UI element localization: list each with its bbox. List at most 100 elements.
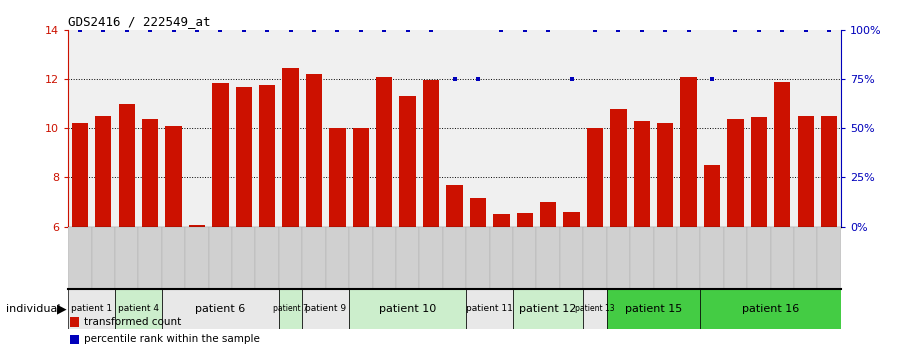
Bar [303, 289, 349, 329]
Point [284, 27, 298, 33]
Bar [399, 96, 416, 227]
Point [73, 27, 87, 33]
Bar [513, 227, 536, 289]
Bar [68, 227, 92, 289]
Bar [115, 227, 138, 289]
Bar [259, 85, 275, 227]
Bar [540, 202, 556, 227]
Bar [138, 227, 162, 289]
Bar [95, 116, 112, 227]
Point [634, 27, 649, 33]
Bar [185, 227, 209, 289]
Point [377, 27, 392, 33]
Bar [657, 124, 674, 227]
Bar [70, 335, 79, 344]
Bar [490, 227, 513, 289]
Bar [349, 227, 373, 289]
Text: patient 4: patient 4 [118, 304, 159, 313]
Point [588, 27, 603, 33]
Bar [536, 227, 560, 289]
Point [494, 27, 509, 33]
Bar [162, 227, 185, 289]
Text: patient 13: patient 13 [575, 304, 614, 313]
Point [517, 27, 532, 33]
Bar [305, 74, 322, 227]
Point [236, 27, 251, 33]
Bar [92, 227, 115, 289]
Text: patient 10: patient 10 [379, 304, 436, 314]
Bar [376, 77, 393, 227]
Text: patient 16: patient 16 [742, 304, 799, 314]
Bar [142, 119, 158, 227]
Point [752, 27, 766, 33]
Point [400, 27, 415, 33]
Text: patient 11: patient 11 [466, 304, 513, 313]
Point [728, 27, 743, 33]
Bar [396, 227, 419, 289]
Bar [419, 227, 443, 289]
Point [447, 76, 462, 82]
Bar [443, 227, 466, 289]
Bar [797, 116, 814, 227]
Point [541, 27, 555, 33]
Bar [325, 227, 349, 289]
Point [822, 27, 836, 33]
Bar [470, 198, 486, 227]
Point [96, 27, 111, 33]
Point [424, 27, 438, 33]
Point [798, 27, 813, 33]
Bar [560, 227, 584, 289]
Bar [610, 109, 626, 227]
Point [682, 27, 696, 33]
Bar [654, 227, 677, 289]
Bar [771, 227, 794, 289]
Bar [630, 227, 654, 289]
Text: patient 6: patient 6 [195, 304, 245, 314]
Point [564, 76, 579, 82]
Bar [747, 227, 771, 289]
Bar [466, 227, 490, 289]
Text: GDS2416 / 222549_at: GDS2416 / 222549_at [68, 15, 211, 28]
Text: patient 12: patient 12 [519, 304, 577, 314]
Point [611, 27, 625, 33]
Bar [446, 185, 463, 227]
Text: patient 1: patient 1 [71, 304, 112, 313]
Bar [212, 83, 228, 227]
Text: transformed count: transformed count [84, 317, 181, 327]
Bar [587, 128, 604, 227]
Bar [189, 225, 205, 227]
Bar [774, 82, 791, 227]
Bar [700, 227, 724, 289]
Bar [724, 227, 747, 289]
Bar [235, 87, 252, 227]
Bar [584, 289, 606, 329]
Bar [162, 289, 279, 329]
Text: ▶: ▶ [57, 302, 67, 315]
Bar [118, 104, 135, 227]
Point [306, 27, 321, 33]
Bar [817, 227, 841, 289]
Bar [72, 124, 88, 227]
Bar [727, 119, 744, 227]
Point [775, 27, 790, 33]
Point [260, 27, 275, 33]
Bar [606, 289, 700, 329]
Point [354, 27, 368, 33]
Point [658, 27, 673, 33]
Text: patient 7: patient 7 [274, 304, 308, 313]
Text: individual: individual [6, 304, 61, 314]
Bar [329, 128, 345, 227]
Bar [516, 213, 533, 227]
Bar [681, 77, 697, 227]
Bar [70, 317, 79, 327]
Bar [283, 68, 299, 227]
Bar [794, 227, 817, 289]
Text: patient 9: patient 9 [305, 304, 346, 313]
Bar [255, 227, 279, 289]
Bar [209, 227, 232, 289]
Bar [303, 227, 325, 289]
Bar [821, 116, 837, 227]
Bar [279, 227, 303, 289]
Point [119, 27, 134, 33]
Bar [349, 289, 466, 329]
